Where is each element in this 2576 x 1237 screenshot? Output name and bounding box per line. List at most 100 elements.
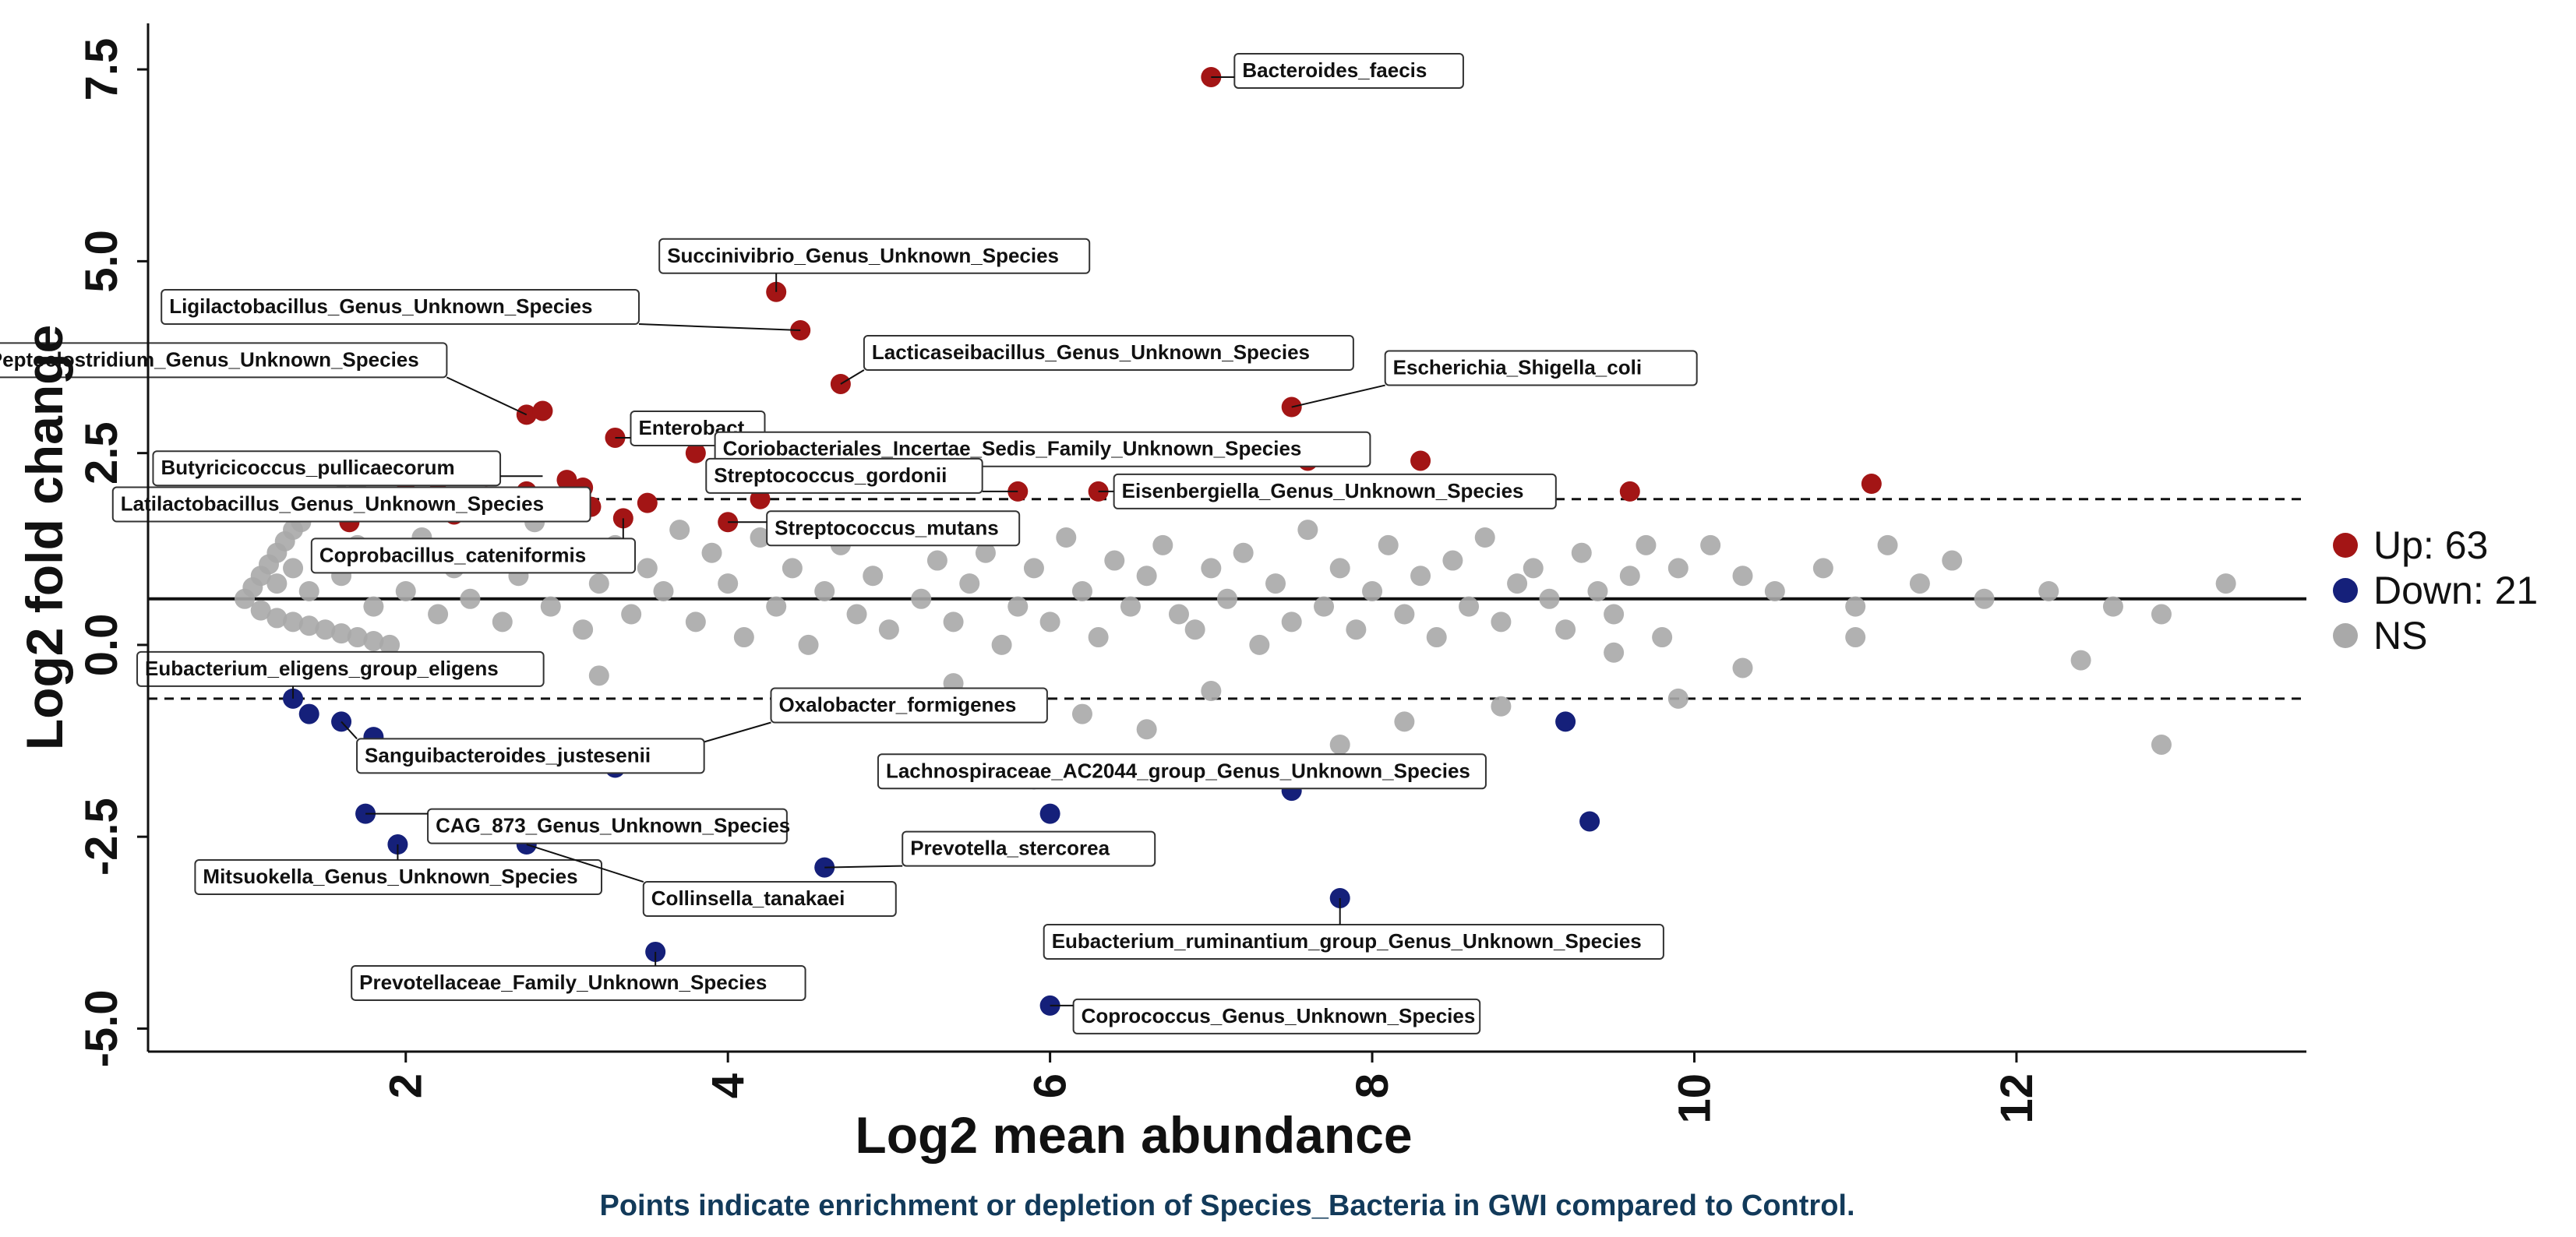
data-point <box>1249 634 1270 655</box>
y-tick-label: -5.0 <box>76 989 127 1067</box>
data-point <box>1845 627 1866 648</box>
x-tick-label: 12 <box>1992 1073 2042 1124</box>
label-escherichia-shigella-coli: Escherichia_Shigella_coli <box>1291 350 1698 408</box>
label-cag-873-genus-unknown-species: CAG_873_Genus_Unknown_Species <box>365 808 790 844</box>
data-point <box>814 580 835 601</box>
label-box <box>642 881 897 918</box>
data-point <box>1604 604 1625 625</box>
data-point <box>669 520 690 541</box>
data-point <box>1088 627 1109 648</box>
data-point <box>1104 550 1125 571</box>
label-streptococcus-mutans: Streptococcus_mutans <box>728 510 1021 547</box>
legend-swatch <box>2333 623 2358 648</box>
data-point <box>685 442 706 463</box>
data-point <box>1329 558 1350 579</box>
label-leader <box>824 865 903 869</box>
data-point <box>1667 558 1689 579</box>
data-point <box>1071 580 1092 601</box>
data-point <box>653 580 674 601</box>
data-point <box>2151 734 2172 755</box>
label-box <box>714 431 1371 467</box>
data-point <box>1201 681 1222 702</box>
caption: Points indicate enrichment or depletion … <box>599 1189 1854 1222</box>
data-point <box>1136 719 1157 740</box>
label-eubacterium-eligens-group-eligens: Eubacterium_eligens_group_eligens <box>136 650 545 699</box>
data-point <box>1700 534 1721 555</box>
data-point <box>1619 566 1640 587</box>
label-coprobacillus-cateniformis: Coprobacillus_cateniformis <box>310 518 637 574</box>
label-box <box>111 486 591 523</box>
data-point <box>1732 566 1753 587</box>
label-coriobacteriales-incertae-sedis-family-unknown-species: Coriobacteriales_Incertae_Sedis_Family_U… <box>714 431 1371 467</box>
data-point <box>540 596 561 617</box>
data-point <box>1120 596 1141 617</box>
label-leader <box>341 721 358 740</box>
data-point <box>283 558 304 579</box>
data-point <box>1217 588 1237 609</box>
data-point <box>685 611 706 633</box>
label-box <box>877 753 1487 790</box>
data-point <box>863 566 884 587</box>
data-point <box>1297 520 1318 541</box>
data-point <box>637 492 658 513</box>
data-point <box>1942 550 1963 571</box>
label-box <box>356 738 705 774</box>
data-point <box>283 611 304 633</box>
label-text: Mitsuokella_Genus_Unknown_Species <box>203 865 577 888</box>
label-text: Coprococcus_Genus_Unknown_Species <box>1082 1004 1476 1027</box>
label-eisenbergiella-genus-unknown-species: Eisenbergiella_Genus_Unknown_Species <box>1098 473 1557 509</box>
label-text: Sanguibacteroides_justesenii <box>365 743 651 767</box>
data-point <box>1555 619 1576 640</box>
data-point <box>1007 596 1029 617</box>
data-point <box>298 615 319 636</box>
label-ligilactobacillus-genus-unknown-species: Ligilactobacillus_Genus_Unknown_Species <box>161 289 801 332</box>
label-text: Prevotellaceae_Family_Unknown_Species <box>359 971 767 994</box>
label-prevotella-stercorea: Prevotella_stercorea <box>824 830 1156 869</box>
label-text: Escherichia_Shigella_coli <box>1393 356 1642 379</box>
data-point <box>1491 696 1512 717</box>
data-point <box>750 488 771 509</box>
y-tick-label: -2.5 <box>76 798 127 876</box>
label-text: Peptoclostridium_Genus_Unknown_Species <box>0 347 419 371</box>
legend-label: Up: 63 <box>2373 523 2488 567</box>
label-eubacterium-ruminantium-group-genus-unknown-species: Eubacterium_ruminantium_group_Genus_Unkn… <box>1043 897 1664 960</box>
series-ns <box>235 481 2236 755</box>
y-axis-title: Log2 fold change <box>16 325 73 750</box>
label-text: Prevotella_stercorea <box>910 837 1110 860</box>
data-point <box>1362 580 1383 601</box>
data-point <box>1491 611 1512 633</box>
label-text: Lacticaseibacillus_Genus_Unknown_Species <box>872 340 1310 364</box>
data-point <box>532 400 553 421</box>
data-point <box>782 558 803 579</box>
x-tick-label: 8 <box>1347 1073 1398 1098</box>
data-point <box>588 573 609 594</box>
label-peptoclostridium-genus-unknown-species: Peptoclostridium_Genus_Unknown_Species <box>0 342 528 416</box>
data-point <box>492 611 513 633</box>
label-text: Eubacterium_eligens_group_eligens <box>145 657 499 680</box>
data-point <box>266 573 288 594</box>
data-point <box>1571 542 1592 563</box>
data-point <box>2102 596 2123 617</box>
data-point <box>1974 588 1995 609</box>
label-text: Succinivibrio_Genus_Unknown_Species <box>667 244 1059 267</box>
data-point <box>1812 558 1833 579</box>
label-box <box>902 830 1156 867</box>
label-oxalobacter-formigenes: Oxalobacter_formigenes <box>615 687 1048 769</box>
data-point <box>733 627 754 648</box>
label-prevotellaceae-family-unknown-species: Prevotellaceae_Family_Unknown_Species <box>351 951 806 1001</box>
legend-swatch <box>2333 578 2358 603</box>
data-point <box>1201 558 1222 579</box>
label-sanguibacteroides-justesenii: Sanguibacteroides_justesenii <box>341 721 705 774</box>
data-point <box>588 665 609 686</box>
x-tick-label: 6 <box>1025 1073 1076 1098</box>
label-box <box>0 342 448 379</box>
label-text: Eubacterium_ruminantium_group_Genus_Unkn… <box>1052 929 1642 953</box>
label-succinivibrio-genus-unknown-species: Succinivibrio_Genus_Unknown_Species <box>658 238 1091 292</box>
data-point <box>395 580 416 601</box>
data-point <box>363 630 384 651</box>
data-point <box>1523 558 1544 579</box>
data-point <box>943 611 964 633</box>
label-box <box>136 650 545 687</box>
label-text: Latilactobacillus_Genus_Unknown_Species <box>121 492 544 516</box>
